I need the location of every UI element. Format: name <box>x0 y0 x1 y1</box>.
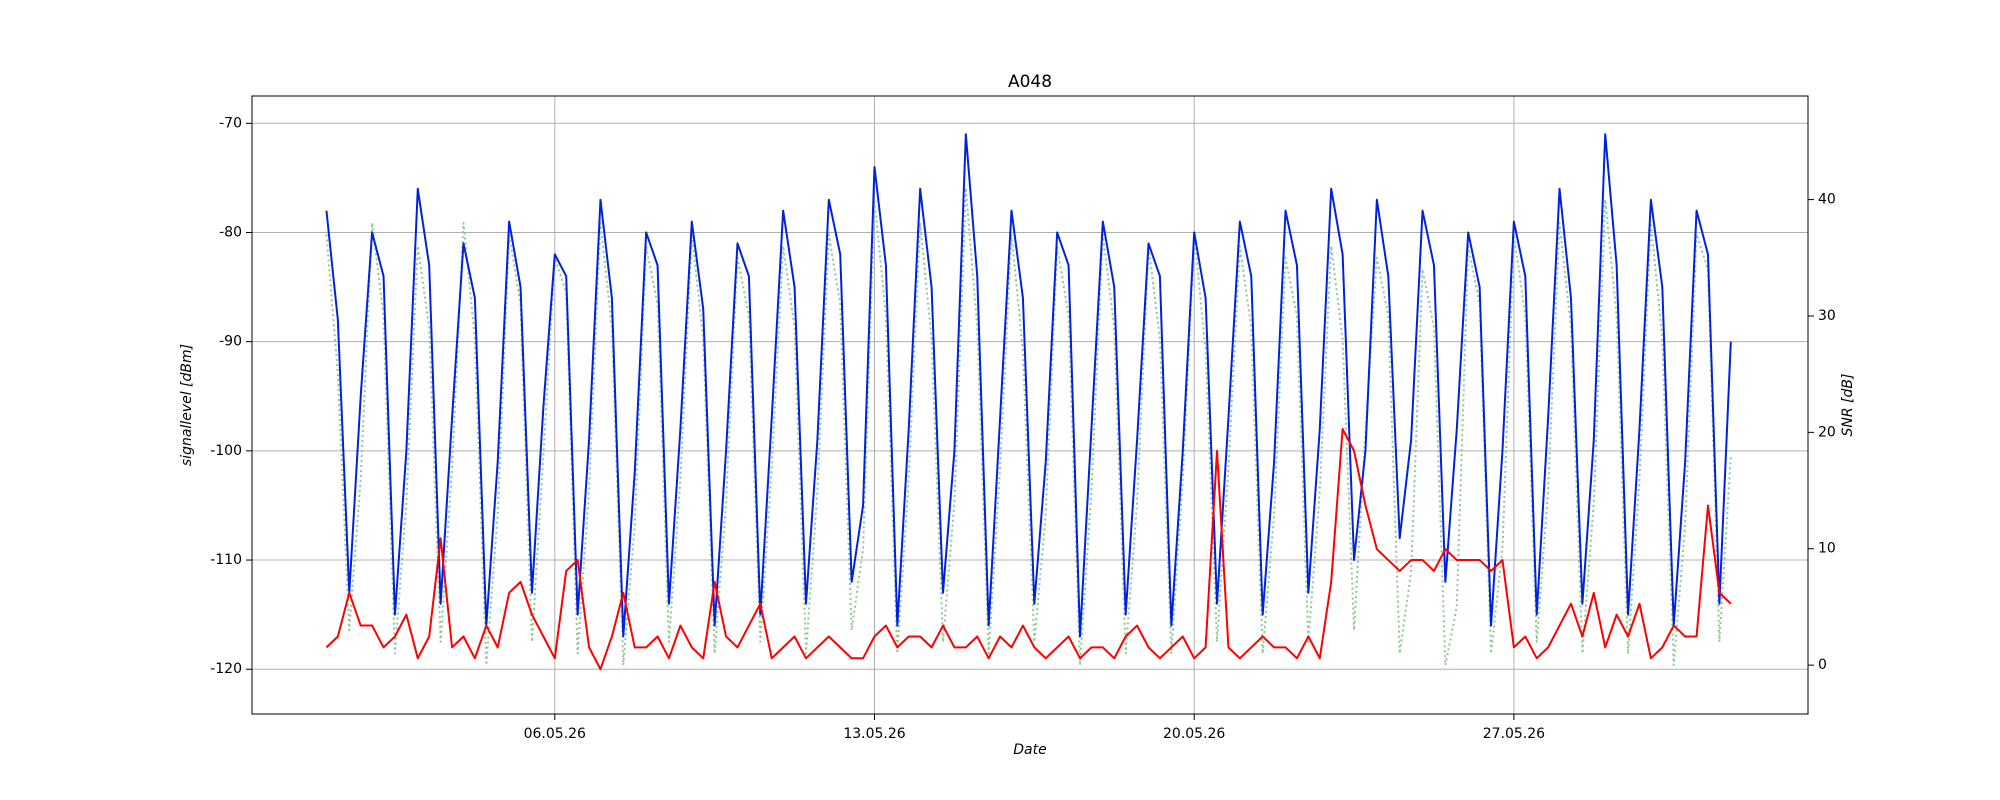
x-tick-label: 06.05.26 <box>524 726 586 742</box>
y-tick-label: -120 <box>210 661 242 677</box>
plot-frame <box>251 95 1809 715</box>
x-tick-label: 13.05.26 <box>843 726 905 742</box>
series-line <box>325 428 1732 671</box>
x-tick-label: 20.05.26 <box>1163 726 1225 742</box>
y-tick-label: -100 <box>210 443 242 459</box>
x-axis-label: Date <box>1013 742 1046 758</box>
y2-tick-label: 10 <box>1818 541 1836 557</box>
y-axis-label: signallevel [dBm] <box>179 344 195 466</box>
y2-tick-label: 40 <box>1818 192 1836 208</box>
series-line <box>325 186 1732 667</box>
chart-title: A048 <box>1008 72 1052 92</box>
y2-tick-label: 20 <box>1818 424 1836 440</box>
y-tick-label: -110 <box>210 552 242 568</box>
x-tick-label: 27.05.26 <box>1483 726 1545 742</box>
series-line <box>325 133 1732 638</box>
y2-axis-label: SNR [dB] <box>1840 374 1856 437</box>
y2-tick-label: 30 <box>1818 308 1836 324</box>
y-tick-label: -80 <box>219 224 242 240</box>
y-tick-label: -90 <box>219 334 242 350</box>
y2-tick-label: 0 <box>1818 657 1827 673</box>
y-tick-label: -70 <box>219 115 242 131</box>
